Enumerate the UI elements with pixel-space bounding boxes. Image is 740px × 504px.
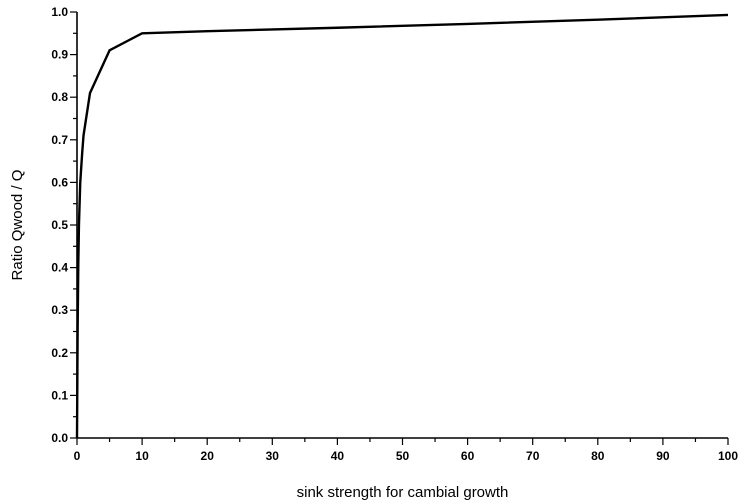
y-tick-label: 0.7: [51, 133, 68, 147]
x-tick-label: 30: [266, 449, 280, 463]
axes-layer: [76, 12, 728, 439]
x-tick-label: 20: [201, 449, 215, 463]
y-tick-label: 0.2: [51, 346, 68, 360]
tick-labels-layer: 0 10 20 30 40 50 60 70 80 90 100 0.0 0.1 0.2 0.3 0.4 0.5…: [51, 5, 738, 463]
y-tick-label: 0.0: [51, 431, 68, 445]
y-tick-label: 0.4: [51, 261, 68, 275]
x-axis-title: sink strength for cambial growth: [297, 484, 509, 501]
y-tick-label: 0.1: [51, 388, 68, 402]
y-tick-label: 0.5: [51, 218, 68, 232]
ticks-layer: [70, 11, 729, 445]
y-tick-label: 0.8: [51, 90, 68, 104]
y-axis-title: Ratio Qwood / Q: [9, 170, 26, 281]
y-tick-label: 0.9: [51, 48, 68, 62]
x-tick-label: 80: [591, 449, 605, 463]
x-tick-label: 90: [656, 449, 670, 463]
y-tick-label: 0.6: [51, 175, 68, 189]
x-tick-label: 40: [331, 449, 345, 463]
x-tick-label: 70: [526, 449, 540, 463]
x-tick-label: 50: [396, 449, 410, 463]
x-tick-label: 100: [718, 449, 738, 463]
x-tick-label: 10: [135, 449, 149, 463]
y-tick-label: 0.3: [51, 303, 68, 317]
x-tick-label: 0: [74, 449, 81, 463]
series-line: [75, 13, 729, 439]
x-tick-label: 60: [461, 449, 475, 463]
series-layer: [75, 13, 729, 439]
y-tick-label: 1.0: [51, 5, 68, 19]
